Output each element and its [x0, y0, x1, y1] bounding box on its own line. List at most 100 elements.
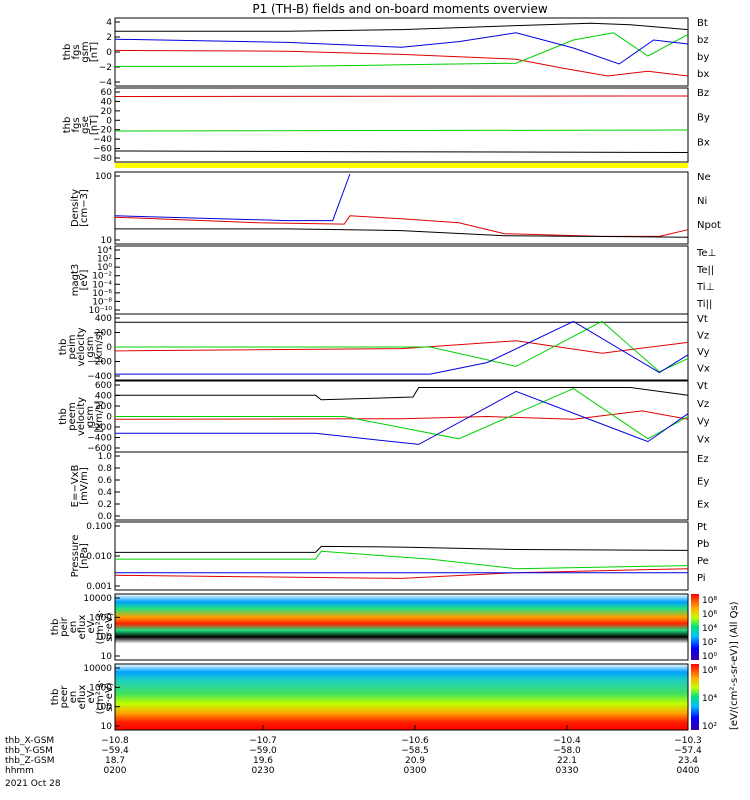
- colorbar-tick: 10²: [702, 722, 717, 732]
- y-axis-label: (cm²·s·: [95, 680, 106, 715]
- y-axis-label: [km/s]: [94, 400, 105, 432]
- y-tick-label: 0: [106, 413, 112, 423]
- spectrogram: [115, 594, 688, 660]
- y-tick-label: 0.001: [86, 582, 112, 592]
- x-tick-label: −10.6: [401, 736, 429, 746]
- x-tick-label: 23.4: [678, 756, 698, 766]
- panel-frame: [114, 521, 689, 591]
- x-tick-label: 0300: [404, 766, 427, 776]
- y-axis-label: thb: [62, 117, 73, 134]
- legend-bx: bx: [697, 69, 709, 80]
- y-tick-label: 0.100: [86, 522, 112, 532]
- series-bz: [114, 49, 689, 77]
- y-axis-label: en: [68, 691, 79, 704]
- y-tick-label: 10⁰: [97, 263, 112, 273]
- series-Bt: [115, 22, 689, 32]
- panel-frame: [114, 593, 689, 661]
- y-tick-label: 10000: [83, 664, 112, 674]
- y-tick-label: 0.0: [98, 512, 113, 522]
- y-axis-label: [nT]: [89, 115, 100, 135]
- y-tick-label: −80: [93, 154, 112, 164]
- x-tick-label: −10.4: [553, 736, 581, 746]
- figure-title: P1 (TH-B) fields and on-board moments ov…: [252, 2, 548, 16]
- x-row-label: hhmm: [5, 766, 34, 776]
- y-tick-label: 10⁻⁶: [92, 289, 112, 299]
- y-axis-label: en: [68, 621, 79, 634]
- y-tick-label: −400: [87, 372, 112, 382]
- colorbar-tick: 10⁸: [702, 596, 717, 606]
- x-row-label: thb_Z-GSM: [5, 756, 54, 766]
- series-Vz: [114, 410, 689, 420]
- panel-9: 10000 1000 100 10 thbpeirenefluxeV(cm²·s·sr·…: [50, 593, 689, 662]
- y-tick-label: 0.2: [98, 500, 112, 510]
- series-By: [114, 129, 689, 132]
- y-axis-label: peim: [67, 334, 78, 359]
- y-tick-label: 100: [95, 633, 112, 643]
- panel-8: 0.100 0.010 0.001 Pressure[nPa] Pt Pb Pe Pi: [70, 521, 709, 592]
- y-axis-label: eV: [86, 690, 97, 703]
- legend-Vz: Vz: [697, 399, 709, 410]
- legend-0: Te⊥: [696, 248, 716, 259]
- y-axis-label: sr·eV): [104, 682, 115, 711]
- y-tick-label: 1000: [89, 613, 112, 623]
- x-tick-label: 20.9: [405, 756, 425, 766]
- colorbar-tick: 10⁶: [702, 610, 717, 620]
- y-axis-label: [km/s]: [94, 331, 105, 363]
- series-Pb: [114, 568, 689, 579]
- y-axis-label: fgs: [71, 117, 82, 132]
- y-tick-label: 600: [95, 381, 112, 391]
- series-Npot: [114, 173, 351, 222]
- y-tick-label: 0.4: [98, 488, 113, 498]
- panel-frame: [114, 17, 689, 87]
- series-Vt: [115, 387, 689, 401]
- y-axis-label: gsm: [85, 406, 96, 427]
- y-axis-label: velocity: [76, 397, 87, 436]
- y-axis-label: eflux: [77, 615, 88, 640]
- x-axis-footer: thb_X-GSM −10.8 −10.7 −10.6 −10.4 −10.3 thb_Y-…: [5, 725, 702, 789]
- y-tick-label: −600: [87, 444, 112, 454]
- y-axis-label: thb: [58, 339, 69, 356]
- panel-10: 10000 1000 100 10 thbpeerenefluxeV(cm²·s·sr·…: [50, 663, 689, 732]
- y-axis-label: Pressure: [70, 535, 81, 578]
- y-axis-label: gsm: [80, 41, 91, 62]
- series-by: [115, 32, 689, 67]
- y-axis-label: peir: [59, 616, 70, 636]
- y-axis-label: eflux: [77, 685, 88, 710]
- panel-3: 100 10 Density[cm−3] Ne Ni Npot: [70, 171, 721, 246]
- y-tick-label: 4: [106, 18, 112, 28]
- y-axis-label: thb: [50, 689, 61, 706]
- x-tick-label: −57.4: [674, 746, 702, 756]
- y-tick-label: 10⁻⁴: [92, 280, 112, 290]
- panel-frame: [114, 451, 689, 521]
- y-tick-label: 10⁻¹⁰: [89, 306, 113, 316]
- x-tick-label: 18.7: [105, 756, 125, 766]
- y-axis-label: [mV/m]: [79, 467, 90, 505]
- colorbar-tick: 10⁴: [702, 694, 717, 704]
- y-tick-label: 200: [95, 329, 112, 339]
- x-tick-label: −10.3: [674, 736, 702, 746]
- legend-2: Ex: [697, 499, 709, 510]
- panel-frame: [114, 245, 689, 315]
- x-tick-label: 22.1: [557, 756, 577, 766]
- x-tick-label: −10.7: [249, 736, 277, 746]
- colorbar-tick: 10⁰: [702, 652, 717, 662]
- legend-Pe: Pe: [697, 556, 709, 567]
- y-axis-label: [cm−3]: [79, 189, 90, 227]
- colorbar-tick: 10⁶: [702, 666, 717, 676]
- legend-Vt: Vt: [697, 314, 708, 325]
- series-Bx: [114, 150, 689, 153]
- y-axis-label: thb: [50, 619, 61, 636]
- legend-Bx: Bx: [697, 137, 710, 148]
- y-tick-label: 20: [101, 107, 113, 117]
- y-tick-label: 0.6: [98, 476, 113, 486]
- colorbar-tick: 10⁴: [702, 624, 717, 634]
- colorbar-label: [eV/(cm²-s-sr-eV)] (All Qs): [729, 601, 740, 730]
- series-Pe: [115, 550, 689, 570]
- y-tick-label: 10: [101, 722, 113, 732]
- panel-frame: [114, 87, 689, 163]
